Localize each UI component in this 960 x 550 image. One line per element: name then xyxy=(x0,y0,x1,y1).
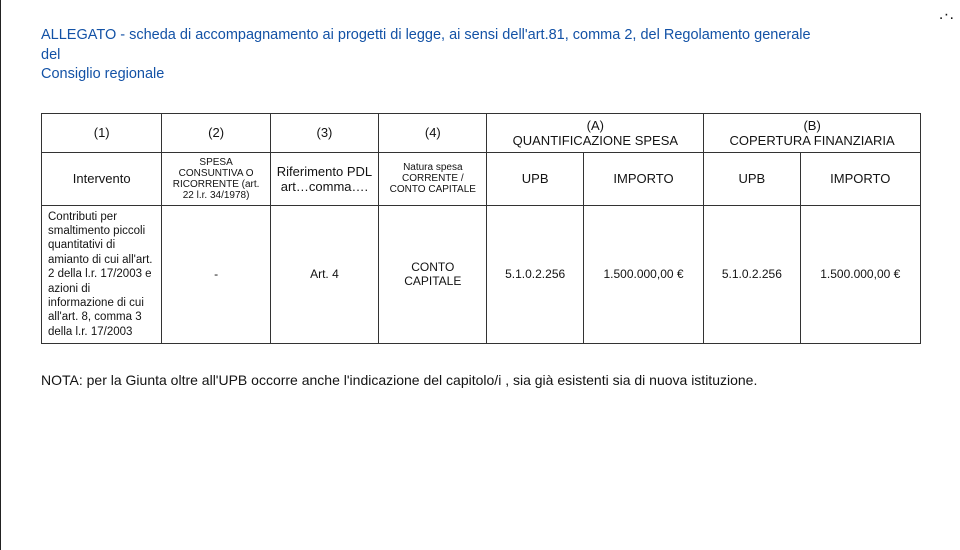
document-title: ALLEGATO - scheda di accompagnamento ai … xyxy=(41,26,821,85)
header-rif: Riferimento PDL art…comma…. xyxy=(270,152,378,205)
cell-importo-a: 1.500.000,00 € xyxy=(583,205,703,343)
header-importo-a: IMPORTO xyxy=(583,152,703,205)
col-num-3: (3) xyxy=(270,113,378,152)
header-spesa-text: SPESA CONSUNTIVA O RICORRENTE (art. 22 l… xyxy=(168,157,263,201)
header-importo-b: IMPORTO xyxy=(800,152,920,205)
cell-importo-b: 1.500.000,00 € xyxy=(800,205,920,343)
col-num-2: (2) xyxy=(162,113,270,152)
title-line-1: ALLEGATO - scheda di accompagnamento ai … xyxy=(41,26,821,65)
col-num-1: (1) xyxy=(42,113,162,152)
group-a-header: (A) QUANTIFICAZIONE SPESA xyxy=(487,113,704,152)
header-upb-b: UPB xyxy=(704,152,800,205)
cell-upb-a: 5.1.0.2.256 xyxy=(487,205,583,343)
header-upb-a: UPB xyxy=(487,152,583,205)
cell-natura: CONTO CAPITALE xyxy=(379,205,487,343)
group-b-header: (B) COPERTURA FINANZIARIA xyxy=(704,113,921,152)
header-natura-text: Natura spesa CORRENTE / CONTO CAPITALE xyxy=(385,162,480,195)
header-spesa: SPESA CONSUNTIVA O RICORRENTE (art. 22 l… xyxy=(162,152,270,205)
header-intervento: Intervento xyxy=(42,152,162,205)
corner-decoration: . · . xyxy=(939,6,952,24)
cell-upb-b: 5.1.0.2.256 xyxy=(704,205,800,343)
cell-rif: Art. 4 xyxy=(270,205,378,343)
header-natura: Natura spesa CORRENTE / CONTO CAPITALE xyxy=(379,152,487,205)
cell-spesa: - xyxy=(162,205,270,343)
title-line-2: Consiglio regionale xyxy=(41,65,821,85)
footer-note: NOTA: per la Giunta oltre all'UPB occorr… xyxy=(41,372,921,388)
col-num-4: (4) xyxy=(379,113,487,152)
table-row: Contributi per smaltimento piccoli quant… xyxy=(42,205,921,343)
finance-table: (1) (2) (3) (4) (A) QUANTIFICAZIONE SPES… xyxy=(41,113,921,344)
cell-intervento: Contributi per smaltimento piccoli quant… xyxy=(42,205,162,343)
